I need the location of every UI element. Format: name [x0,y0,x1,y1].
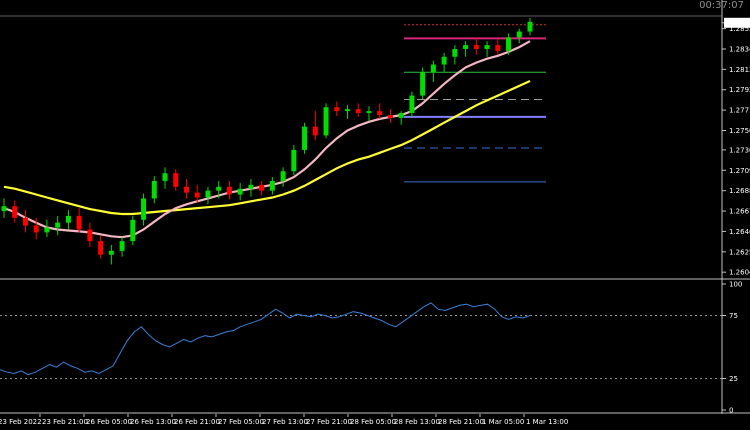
candle-bull [108,250,114,255]
candle-bull [430,64,436,73]
candle-bull [130,219,136,242]
candle-bear [226,186,232,195]
ma-slow-line [3,79,531,216]
candle-bull [237,188,243,195]
oscillator-line [0,302,531,376]
candle-bull [291,149,297,172]
candle-bear [87,229,93,242]
candle-bear [355,109,361,114]
candle-bear [183,186,189,193]
price-tick-label: 1.2709 [729,167,750,175]
candle-bear [473,45,479,49]
candle-bull [55,222,61,228]
candle-bear [387,114,393,118]
candle-bull [1,206,7,212]
candle-bull [506,37,512,51]
candle-bear [377,111,383,115]
candle-bull [280,171,286,181]
candle-bear [98,241,104,255]
price-tick-label: 1.2604 [729,269,750,277]
candle-bear [12,206,18,218]
price-tick-label: 1.2625 [729,248,750,256]
candle-bull [409,95,415,114]
candle-bull [441,56,447,65]
time-tick-label: 26 Feb 05:00 [86,418,132,426]
candle-bull [65,215,71,223]
candle-bull [398,113,404,118]
time-tick-label: 23 Feb 21:00 [42,418,88,426]
current-price-box [724,17,750,28]
candle-bear [173,173,179,187]
time-tick-label: 26 Feb 21:00 [174,418,220,426]
candle-bull [420,72,426,96]
candle-bull [269,180,275,191]
candle-bull [463,45,469,49]
osc-tick-label: 75 [729,312,738,320]
time-tick-label: 26 Feb 13:00 [130,418,176,426]
oscillator-panel[interactable]: 100 75 25 0 [0,280,750,414]
candle-bull [345,109,351,112]
candle-bull [452,48,458,57]
candle-bear [22,217,28,226]
candle-bull [302,126,308,150]
price-tick-label: 1.2646 [729,228,750,236]
candle-bull [119,241,125,251]
candle-bull [151,180,157,199]
price-tick-label: 1.2834 [729,45,750,53]
candle-bull [484,45,490,49]
candle-bear [33,225,39,233]
candle-bull [205,190,211,198]
time-tick-label: 23 Feb 2022 [0,418,42,426]
price-tick-label: 1.2750 [729,127,750,135]
candle-bear [259,184,265,191]
time-tick-label: 28 Feb 21:00 [438,418,484,426]
osc-tick-label: 25 [729,375,738,383]
price-tick-label: 1.2813 [729,66,750,74]
candle-bull [141,198,147,220]
price-tick-label: 1.2688 [729,187,750,195]
time-tick-label: 27 Feb 13:00 [262,418,308,426]
candle-bull [323,107,329,136]
candle-bull [527,21,533,32]
candle-bear [76,215,82,230]
candle-bull [366,111,372,114]
candle-bear [194,192,200,198]
clock-readout: 00:37:07 [699,0,744,11]
time-tick-label: 27 Feb 05:00 [218,418,264,426]
time-tick-label: 27 Feb 21:00 [306,418,352,426]
price-tick-label: 1.2667 [729,208,750,216]
candle-bear [312,126,318,136]
osc-tick-label: 100 [729,281,742,289]
candle-bull [248,184,254,189]
time-tick-label: 28 Feb 13:00 [394,418,440,426]
price-tick-label: 1.2855 [729,25,750,33]
candle-bull [516,31,522,38]
candle-bear [495,45,501,51]
candle-bull [216,186,222,191]
time-tick-label: 1 Mar 13:00 [526,418,568,426]
price-tick-label: 1.2792 [729,86,750,94]
candle-bull [162,173,168,181]
time-tick-label: 1 Mar 05:00 [482,418,524,426]
osc-tick-label: 0 [729,407,733,415]
time-tick-label: 28 Feb 05:00 [350,418,396,426]
candle-bull [44,227,50,233]
candle-bear [334,107,340,112]
price-tick-label: 1.2730 [729,146,750,154]
